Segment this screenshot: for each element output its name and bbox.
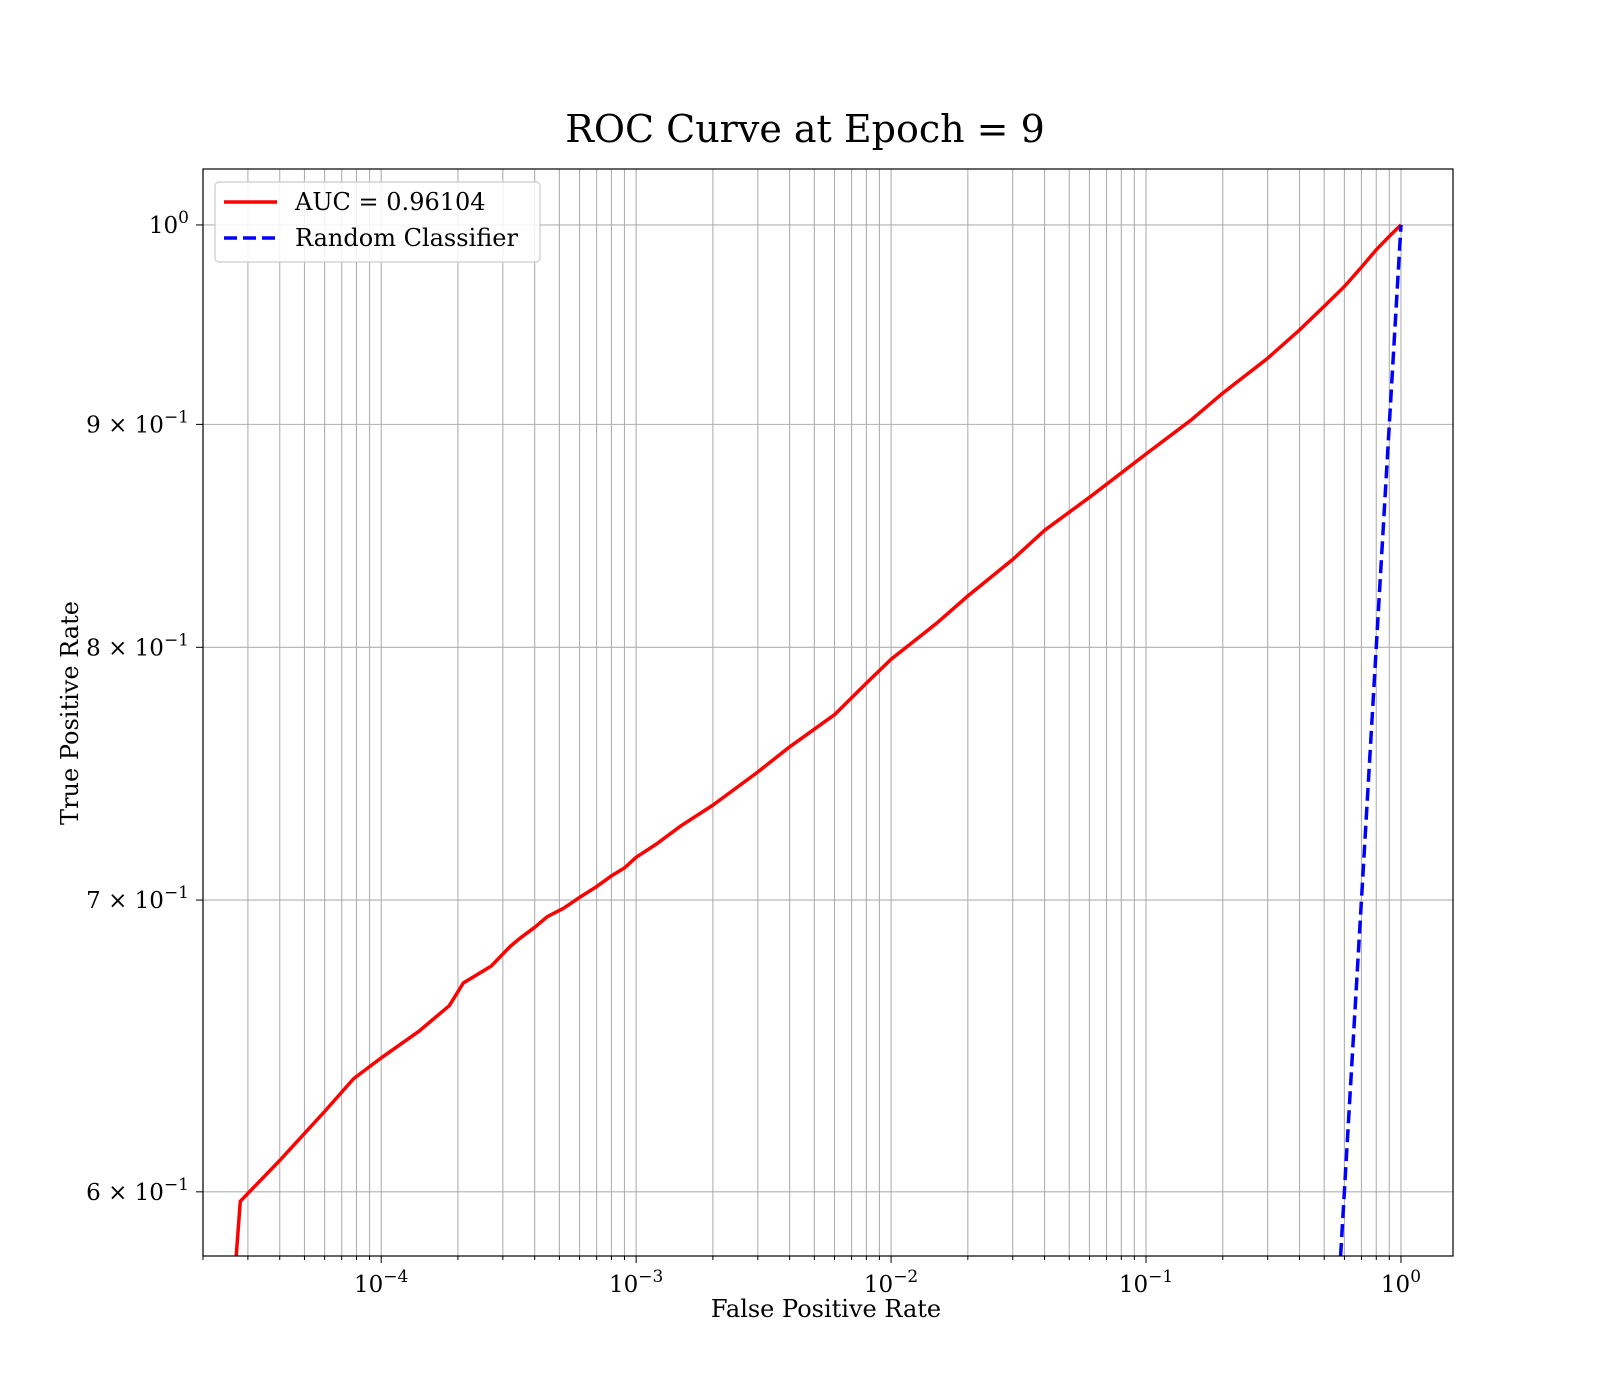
x-tick-label: 10−3 (609, 1267, 663, 1298)
random-classifier-line (1338, 224, 1403, 1256)
series-layer (234, 223, 1403, 1256)
x-axis-label: False Positive Rate (711, 1295, 941, 1323)
x-tick-label: 100 (1381, 1267, 1421, 1298)
roc-curve-line (234, 223, 1403, 1256)
x-tick-label: 10−4 (354, 1267, 408, 1298)
ticks: 10−4 10−3 10−2 10−1 100 100 9 × 10−1 8 × 10−1 7 … (86, 208, 1421, 1298)
y-tick-label: 8 × 10−1 (86, 630, 189, 661)
legend: AUC = 0.96104 Random Classifier (214, 181, 541, 263)
plot-frame (202, 168, 1454, 1257)
y-tick-label: 100 (149, 208, 189, 239)
legend-box (214, 181, 541, 263)
grid (202, 169, 1453, 1256)
legend-label-random: Random Classifier (295, 224, 518, 252)
legend-label-auc: AUC = 0.96104 (294, 188, 486, 216)
y-tick-label: 9 × 10−1 (86, 407, 189, 438)
y-axis-label: True Positive Rate (56, 601, 84, 825)
x-tick-label: 10−2 (864, 1267, 918, 1298)
y-tick-label: 7 × 10−1 (86, 883, 189, 914)
chart-title: ROC Curve at Epoch = 9 (565, 107, 1045, 151)
x-tick-label: 10−1 (1119, 1267, 1173, 1298)
y-tick-label: 6 × 10−1 (86, 1175, 189, 1206)
